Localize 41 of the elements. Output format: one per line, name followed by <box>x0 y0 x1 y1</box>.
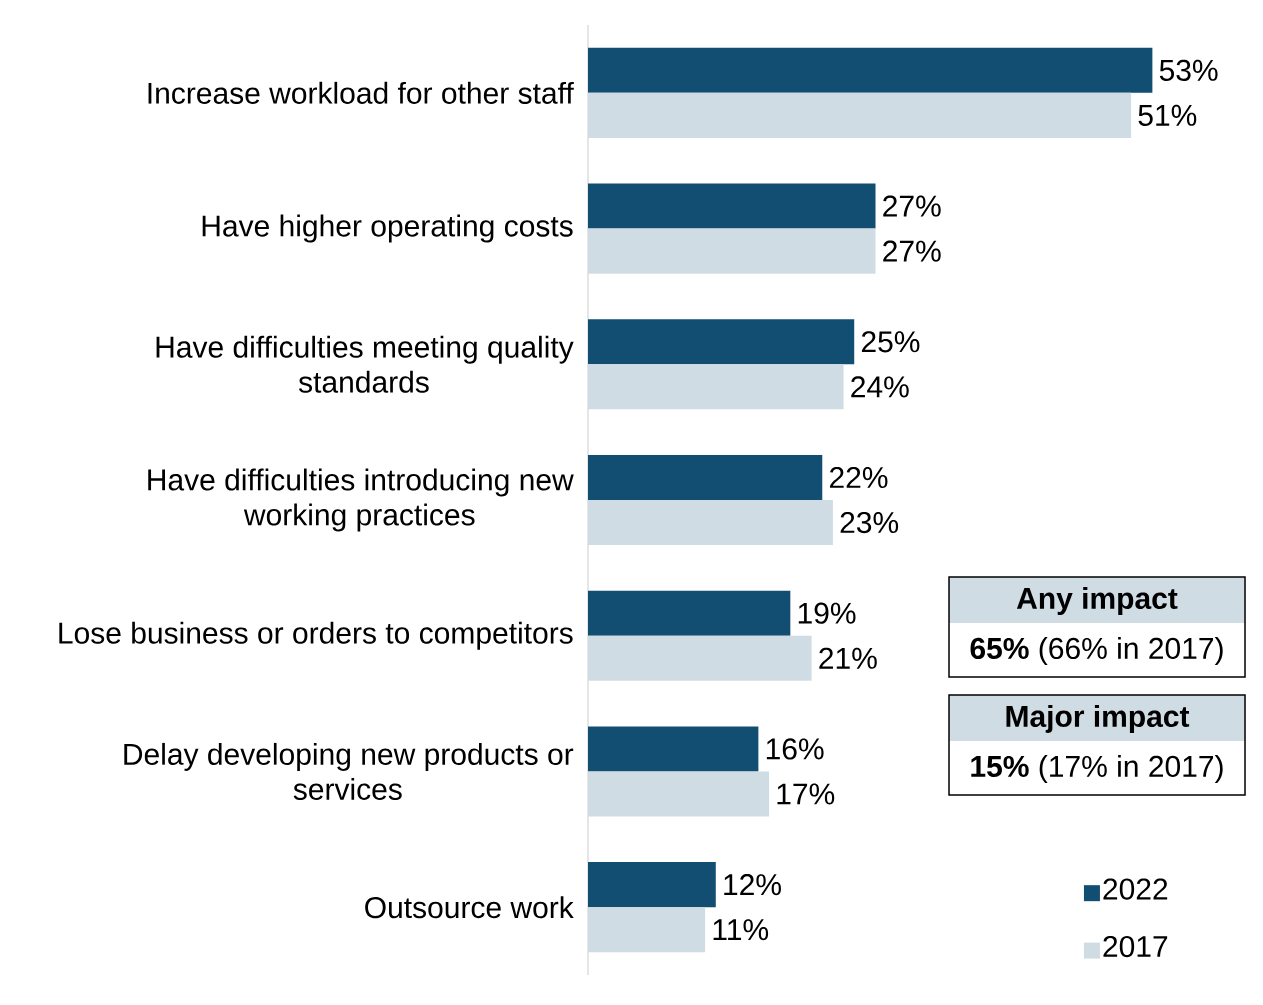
bar <box>588 319 855 365</box>
data-label: 11% <box>713 919 769 941</box>
legend-label: 2017 <box>1103 935 1168 958</box>
y-tick-label: Have difficulties meeting quality standards <box>156 335 574 393</box>
bar <box>588 862 716 908</box>
annotation: 15% (17% in 2017) <box>971 755 1223 783</box>
bar <box>588 454 823 501</box>
data-label: 53% <box>1159 59 1218 81</box>
data-label: 51% <box>1138 104 1197 126</box>
bar <box>588 364 844 410</box>
data-label: 23% <box>840 511 899 534</box>
data-label: 21% <box>819 647 877 669</box>
data-label: 27% <box>883 240 941 262</box>
data-label: 17% <box>777 783 835 805</box>
bar <box>588 726 759 772</box>
data-label: 19% <box>798 602 856 624</box>
y-tick-label: Have difficulties introducing new working practices <box>148 468 574 532</box>
bar <box>588 183 876 229</box>
y-tick-label: Lose business or orders to competitors <box>59 621 573 650</box>
bar <box>588 771 770 817</box>
annotation: Any impact <box>1016 587 1178 615</box>
data-label: 12% <box>724 874 781 896</box>
bar <box>588 635 812 681</box>
bar <box>588 47 1153 93</box>
data-label: 22% <box>829 466 888 489</box>
y-tick-label: Outsource work <box>365 896 574 919</box>
annotation: Major impact <box>1006 705 1190 733</box>
bar <box>588 590 791 636</box>
y-tick-label: Have higher operating costs <box>202 214 573 243</box>
data-label: 25% <box>861 331 920 353</box>
bar <box>588 92 1132 138</box>
data-label: 27% <box>883 195 941 217</box>
y-tick-label: Delay developing new products or services <box>124 742 574 800</box>
data-label: 16% <box>766 738 824 760</box>
bar <box>588 500 833 546</box>
legend-label: 2022 <box>1103 878 1168 900</box>
y-tick-label: Increase workload for other staff <box>148 81 574 104</box>
bar <box>588 907 706 953</box>
annotation: 65% (66% in 2017) <box>970 637 1223 665</box>
data-label: 24% <box>851 376 909 398</box>
bar <box>588 228 876 274</box>
